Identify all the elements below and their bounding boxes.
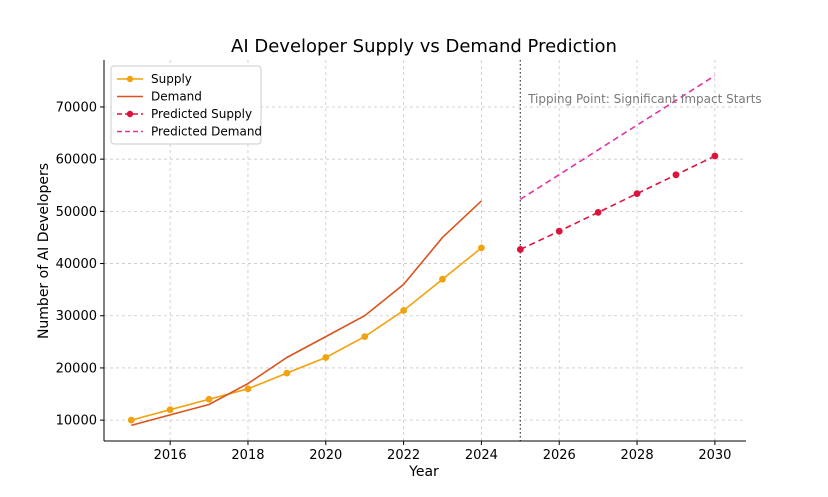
data-point <box>439 275 446 283</box>
data-point <box>400 307 407 314</box>
grid <box>104 60 746 441</box>
data-point <box>166 406 174 414</box>
data-point <box>633 190 641 198</box>
legend-label: Predicted Supply <box>151 107 252 121</box>
x-tick-label: 2024 <box>465 448 498 463</box>
data-point <box>205 395 213 403</box>
y-tick-label: 30000 <box>56 309 97 324</box>
data-point <box>516 246 524 253</box>
legend-box <box>110 65 262 145</box>
x-tick-label: 2018 <box>231 448 264 463</box>
data-point <box>127 416 135 424</box>
x-axis-label: Year <box>408 464 439 480</box>
series-line <box>519 155 716 251</box>
data-point <box>555 227 563 235</box>
legend-item: Predicted Supply <box>117 107 252 121</box>
legend-label: Supply <box>151 72 192 86</box>
series-supply <box>127 244 485 424</box>
series-line <box>131 247 482 421</box>
ticks: 2016 2018 2020 2022 2024 2026 2028 2030 10000 200… <box>56 100 732 463</box>
legend-item: Predicted Demand <box>117 125 262 139</box>
data-point <box>283 369 291 377</box>
legend-marker <box>126 110 134 118</box>
data-point <box>478 244 485 252</box>
data-point <box>711 152 719 160</box>
legend-label: Predicted Demand <box>151 125 262 139</box>
legend-item: Supply <box>117 72 192 86</box>
x-tick-label: 2020 <box>309 448 342 463</box>
data-point <box>594 209 602 216</box>
x-tick-label: 2022 <box>387 448 420 463</box>
legend-marker <box>126 75 134 83</box>
data-point <box>672 171 680 179</box>
x-tick-label: 2030 <box>698 448 731 463</box>
annotation-text: Tipping Point: Significant Impact Starts <box>527 92 762 106</box>
y-tick-label: 40000 <box>56 257 97 272</box>
y-axis-label: Number of AI Developers <box>36 163 52 339</box>
data-point <box>244 385 252 393</box>
chart-title: AI Developer Supply vs Demand Prediction <box>231 36 617 57</box>
legend-item: Demand <box>117 90 202 104</box>
data-point <box>322 354 330 361</box>
series-predicted-demand <box>519 74 716 201</box>
y-tick-label: 10000 <box>56 414 97 429</box>
legend-label: Demand <box>151 90 202 104</box>
legend: Supply Demand Predicted Supply Predicted De… <box>110 65 262 145</box>
data-point <box>361 333 369 341</box>
y-tick-label: 50000 <box>56 205 97 220</box>
y-tick-label: 20000 <box>56 361 97 376</box>
series-layer <box>127 74 719 427</box>
x-tick-label: 2016 <box>154 448 187 463</box>
y-tick-label: 60000 <box>56 153 97 168</box>
x-tick-label: 2028 <box>621 448 654 463</box>
axes <box>103 60 746 442</box>
y-tick-label: 70000 <box>56 100 97 115</box>
x-tick-label: 2026 <box>543 448 576 463</box>
series-demand <box>131 200 482 427</box>
series-line <box>131 200 482 427</box>
series-line <box>519 74 716 201</box>
series-predicted-supply <box>516 152 719 253</box>
